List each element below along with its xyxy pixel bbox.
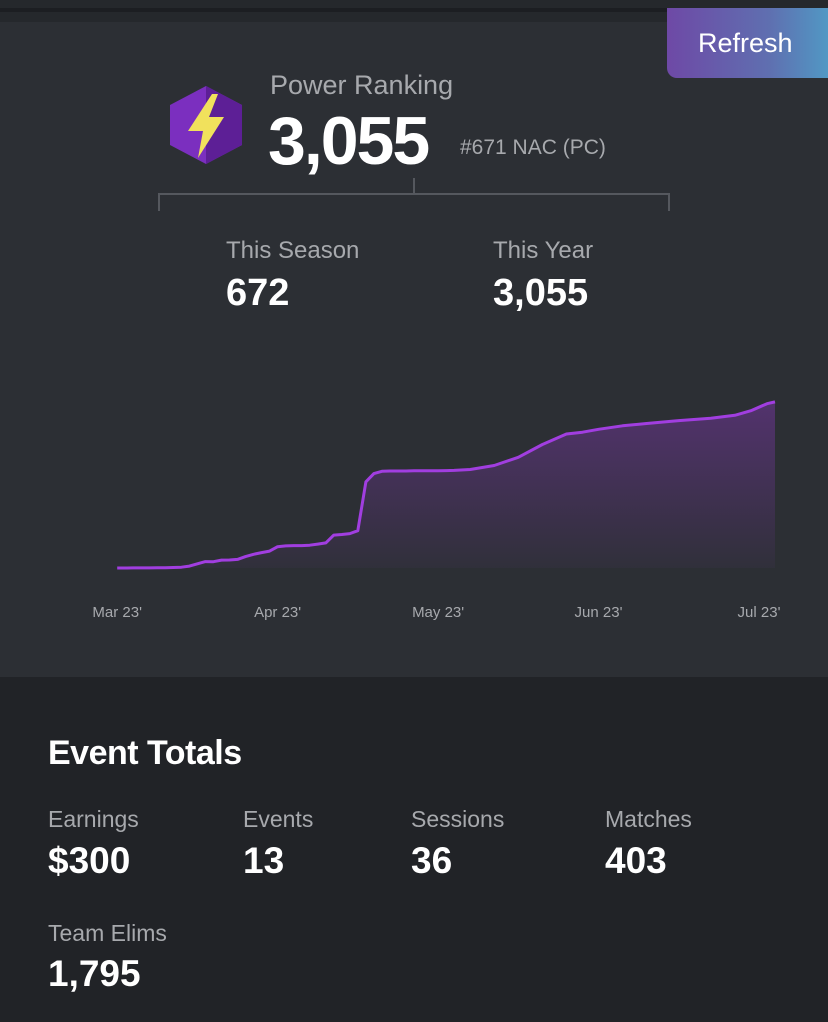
badge-bolt [188,94,224,158]
power-ranking-value: 3,055 [268,103,430,179]
power-ranking-label: Power Ranking [270,70,454,100]
events-value: 13 [243,840,285,881]
x-tick-label: Apr 23' [254,604,301,621]
power-ranking-rank: #671 NAC (PC) [460,136,606,159]
x-tick-label: Mar 23' [92,604,142,621]
top-bar-edge [0,8,828,12]
events-label: Events [243,806,314,832]
matches-value: 403 [605,840,667,881]
team-elims-value: 1,795 [48,953,141,994]
top-bar [0,0,828,22]
earnings-label: Earnings [48,806,139,832]
sessions-value: 36 [411,840,453,881]
this-season-label: This Season [226,237,360,264]
chart-area [117,401,775,568]
x-tick-label: Jul 23' [738,604,781,621]
power-ranking-chart: Mar 23' Apr 23' May 23' Jun 23' Jul 23' [92,400,781,621]
event-totals-panel [0,677,828,1022]
lightning-bolt-icon [170,86,242,164]
x-tick-label: Jun 23' [575,604,623,621]
sessions-label: Sessions [411,806,505,832]
refresh-button[interactable]: Refresh [667,8,828,78]
team-elims-label: Team Elims [48,920,167,946]
earnings-value: $300 [48,840,131,881]
chart-x-axis: Mar 23' Apr 23' May 23' Jun 23' Jul 23' [92,604,780,621]
this-year-label: This Year [493,237,594,264]
this-year-value: 3,055 [493,272,589,314]
x-tick-label: May 23' [412,604,464,621]
bracket-connector [158,178,670,211]
badge-hexagon-shade [206,86,242,164]
event-totals-title: Event Totals [48,734,242,772]
this-season-value: 672 [226,272,290,314]
matches-label: Matches [605,806,692,832]
chart-series-line [117,400,776,570]
